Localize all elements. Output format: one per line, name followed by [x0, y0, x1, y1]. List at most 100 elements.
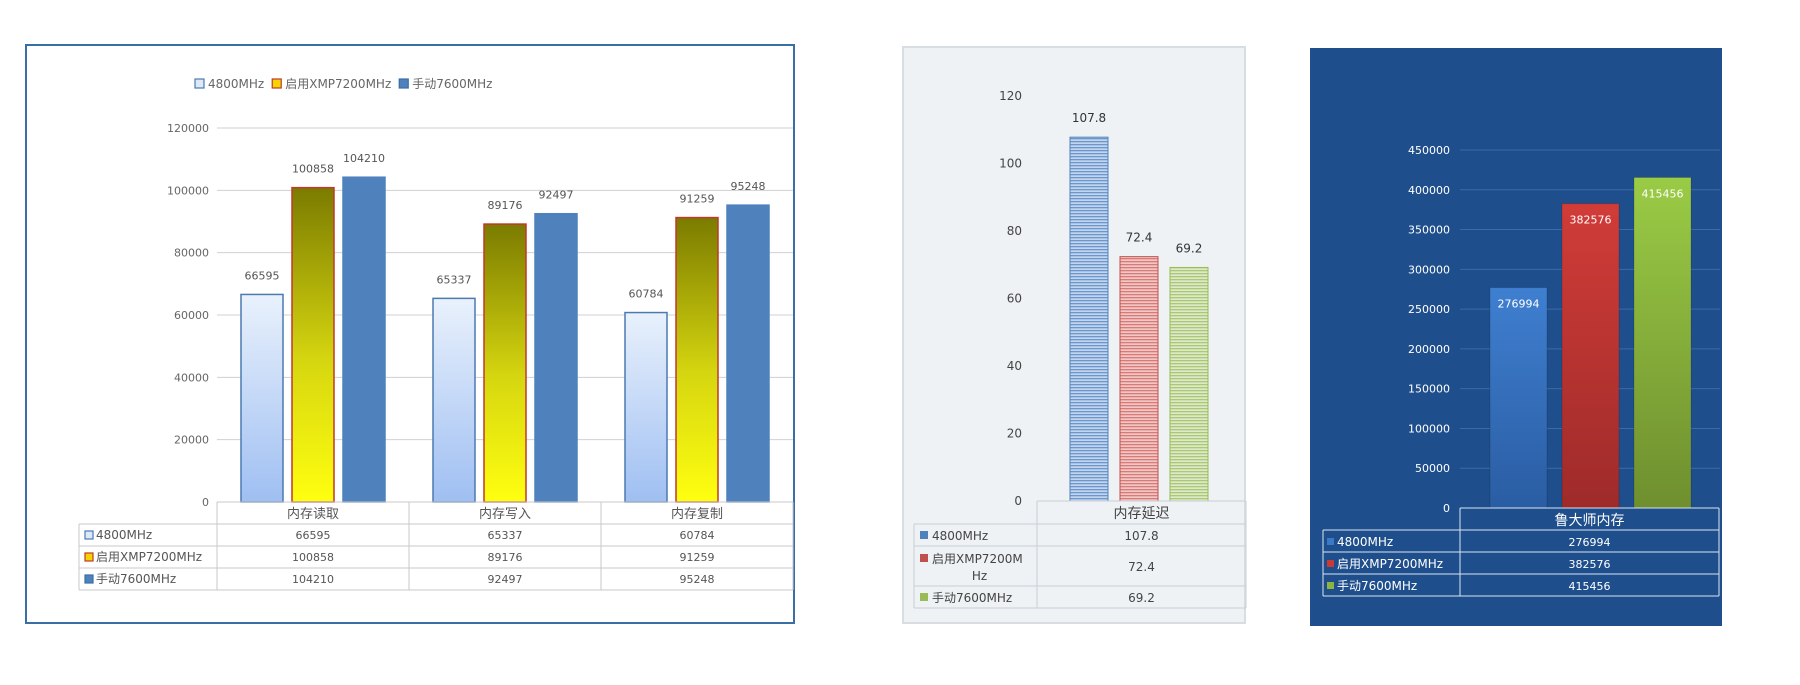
table-swatch [1327, 582, 1334, 589]
y-tick-label: 80 [1007, 224, 1022, 238]
legend-swatch [398, 78, 409, 89]
table-swatch [920, 531, 928, 539]
data-label: 60784 [629, 288, 664, 301]
x-category-label: 内存写入 [479, 506, 531, 522]
x-category-label: 鲁大师内存 [1555, 513, 1625, 529]
bandwidth-chart: 4800MHz 启用XMP7200MHz 手动7600MHz 0 20000 40000 6… [78, 77, 794, 591]
bar [1069, 136, 1109, 502]
table-row-label: 4800MHz [96, 528, 152, 542]
bar [726, 204, 770, 503]
table-cell: 65337 [488, 529, 523, 542]
table-swatch [1327, 560, 1334, 567]
table-row-label: 手动7600MHz [1337, 579, 1417, 593]
table-row-label: 启用XMP7200MHz [1337, 557, 1443, 571]
data-label: 104210 [343, 152, 385, 165]
table-cell: 107.8 [1124, 529, 1158, 543]
y-tick-label: 0 [202, 496, 209, 509]
table-cell: 60784 [680, 529, 715, 542]
y-tick-label: 0 [1014, 494, 1022, 508]
y-tick-label: 20000 [174, 434, 209, 447]
bar [1633, 176, 1692, 509]
table-cell: 66595 [296, 529, 331, 542]
table-cell: 100858 [292, 551, 334, 564]
table-cell: 415456 [1569, 580, 1611, 593]
x-category-label: 内存延迟 [1114, 506, 1170, 522]
table-cell: 104210 [292, 573, 334, 586]
table-swatch [920, 554, 928, 562]
table-cell: 92497 [488, 573, 523, 586]
x-category-label: 内存复制 [671, 506, 723, 522]
ludashi-chart: 0 50000 100000 150000 200000 250000 300000 3500… [1322, 144, 1720, 597]
table-row-label: 4800MHz [1337, 535, 1393, 549]
data-label: 92497 [539, 189, 574, 202]
legend-swatch [194, 78, 205, 89]
table-row-label: 手动7600MHz [96, 572, 176, 586]
table-swatch [84, 574, 94, 584]
legend-label: 4800MHz [208, 77, 264, 91]
y-tick-label: 350000 [1408, 224, 1450, 237]
bar [483, 223, 527, 503]
table-row-label: 启用XMP7200M [932, 552, 1023, 566]
data-label: 415456 [1642, 187, 1684, 200]
chart-panel-ludashi: 0 50000 100000 150000 200000 250000 300000 3500… [1310, 48, 1722, 626]
data-label: 95248 [731, 180, 766, 193]
bar [534, 212, 578, 503]
table-row-label: 启用XMP7200MHz [96, 550, 202, 564]
bar [624, 311, 668, 503]
data-label: 382576 [1570, 214, 1612, 227]
table-swatch [920, 593, 928, 601]
legend-label: 手动7600MHz [412, 77, 492, 91]
y-tick-label: 100 [999, 157, 1022, 171]
y-tick-label: 300000 [1408, 263, 1450, 276]
y-tick-label: 40000 [174, 371, 209, 384]
table-cell: 382576 [1569, 558, 1611, 571]
table-cell: 72.4 [1128, 560, 1155, 574]
bar [1489, 287, 1548, 509]
y-tick-label: 120000 [167, 122, 209, 135]
data-label: 72.4 [1126, 231, 1153, 245]
data-label: 107.8 [1072, 111, 1106, 125]
x-category-label: 内存读取 [287, 506, 339, 522]
y-tick-label: 50000 [1415, 462, 1450, 475]
y-tick-label: 0 [1443, 502, 1450, 515]
chart-panel-bandwidth: 4800MHz 启用XMP7200MHz 手动7600MHz 0 20000 40000 6… [25, 44, 795, 624]
y-tick-label: 20 [1007, 427, 1022, 441]
y-tick-label: 250000 [1408, 303, 1450, 316]
y-tick-label: 120 [999, 89, 1022, 103]
table-cell: 69.2 [1128, 591, 1155, 605]
data-label: 65337 [437, 273, 472, 286]
bar [342, 176, 386, 503]
table-cell: 89176 [488, 551, 523, 564]
y-tick-label: 60000 [174, 309, 209, 322]
y-tick-label: 60 [1007, 292, 1022, 306]
bar [1119, 256, 1159, 502]
data-label: 100858 [292, 163, 334, 176]
bar [240, 293, 284, 503]
data-label: 89176 [488, 199, 523, 212]
y-tick-label: 40 [1007, 359, 1022, 373]
table-cell: 95248 [680, 573, 715, 586]
bar [432, 297, 476, 503]
y-tick-label: 150000 [1408, 383, 1450, 396]
latency-chart: 0 20 40 60 80 100 120 107.8 72.4 69.2 内存延迟 4800MHz 1… [913, 89, 1247, 609]
table-row-label: Hz [972, 569, 987, 583]
bar [291, 186, 335, 503]
table-cell: 91259 [680, 551, 715, 564]
table-swatch [84, 552, 94, 562]
legend-swatch [271, 78, 282, 89]
data-label: 276994 [1498, 298, 1540, 311]
bar [675, 216, 719, 503]
bar [1561, 203, 1620, 509]
data-label: 91259 [680, 193, 715, 206]
table-cell: 276994 [1569, 536, 1611, 549]
table-row-label: 手动7600MHz [932, 591, 1012, 605]
chart-panel-latency: 0 20 40 60 80 100 120 107.8 72.4 69.2 内存延迟 4800MHz 1… [902, 46, 1247, 624]
y-tick-label: 80000 [174, 247, 209, 260]
y-tick-label: 400000 [1408, 184, 1450, 197]
table-swatch [1327, 538, 1334, 545]
bar [1169, 266, 1209, 502]
table-row-label: 4800MHz [932, 529, 988, 543]
data-label: 66595 [245, 269, 280, 282]
y-tick-label: 100000 [167, 184, 209, 197]
data-label: 69.2 [1176, 241, 1203, 255]
